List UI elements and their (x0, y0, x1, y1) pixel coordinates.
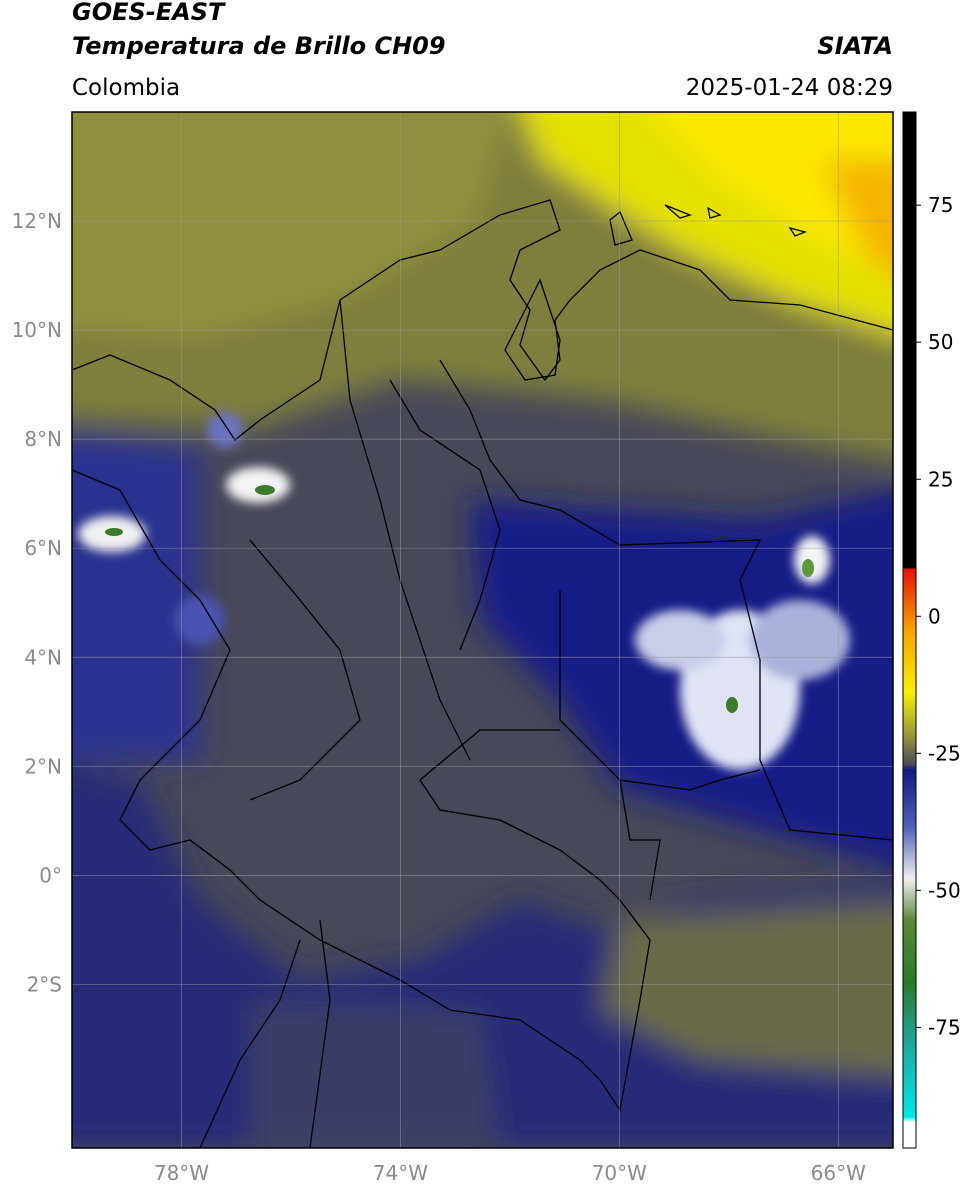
x-tick-label: 78°W (154, 1161, 209, 1185)
gridlines (72, 112, 893, 1148)
title-line: GOES-EAST (72, 0, 226, 26)
map-frame (71, 111, 894, 1149)
y-tick-label: 2°N (24, 754, 62, 778)
y-tick-label: 12°N (12, 209, 62, 233)
x-tick-label: 66°W (811, 1161, 866, 1185)
colorbar (902, 111, 917, 1149)
y-tick-label: 10°N (12, 318, 62, 342)
y-tick-label: 6°N (24, 536, 62, 560)
title-line: Temperatura de Brillo CH09 (72, 32, 446, 60)
colorbar-tick-label: 75 (928, 193, 953, 217)
satellite-image (72, 112, 893, 1148)
colorbar-tick-label: -50 (928, 878, 961, 902)
borders (72, 199, 893, 1148)
datetime: 2025-01-24 08:29 (686, 75, 893, 101)
y-tick-label: 0° (39, 863, 62, 887)
colorbar-tick-label: -25 (928, 741, 961, 765)
colorbar-tick-label: 0 (928, 604, 941, 628)
source: SIATA (817, 32, 893, 60)
x-tick-label: 74°W (373, 1161, 428, 1185)
y-tick-label: 4°N (24, 645, 62, 669)
colorbar-tick-label: -75 (928, 1015, 961, 1039)
y-tick-label: 8°N (24, 427, 62, 451)
ticks: 78°W 74°W 70°W 66°W 12°N 10°N 8°N 6°N 4°N 2°N 0° 2°… (12, 193, 961, 1185)
region: Colombia (72, 75, 180, 101)
y-tick-label: 2°S (27, 972, 62, 996)
x-tick-label: 70°W (592, 1161, 647, 1185)
colorbar-tick-label: 25 (928, 467, 953, 491)
colorbar-tick-label: 50 (928, 330, 953, 354)
